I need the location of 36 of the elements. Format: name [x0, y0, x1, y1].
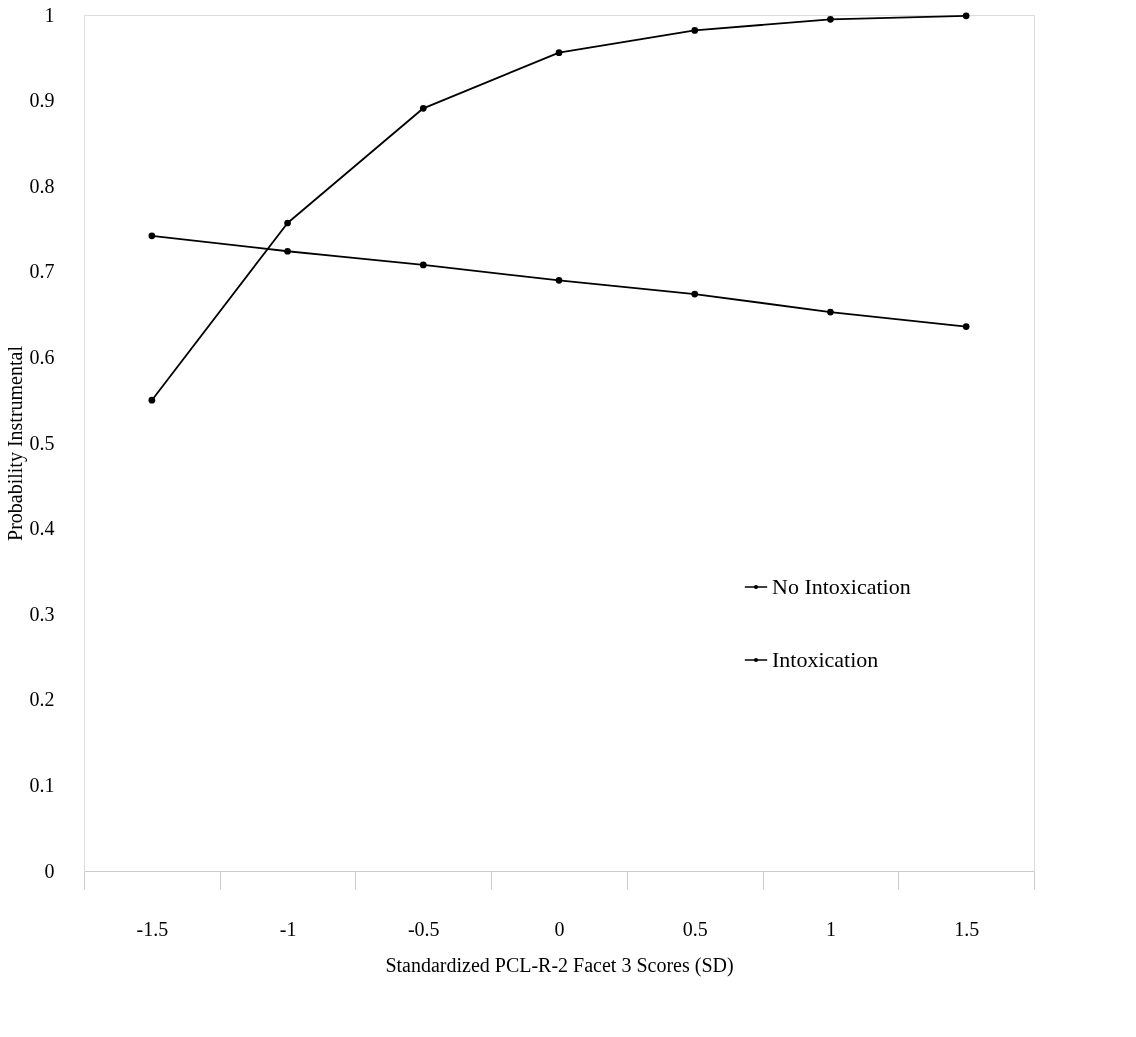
x-tick-label: 1: [825, 917, 836, 940]
point: [419, 104, 427, 112]
y-tick-label: 0.8: [29, 174, 55, 197]
y-tick-label: 0.4: [29, 517, 55, 540]
y-tick-label: 0.1: [29, 773, 55, 796]
y-tick-label: 0.9: [29, 89, 55, 112]
point: [148, 396, 156, 404]
y-tick-label: 1: [44, 3, 55, 26]
point: [962, 323, 970, 330]
point: [555, 277, 563, 284]
x-tick-label: -1.5: [136, 917, 169, 940]
y-tick-label: 0.7: [29, 260, 55, 283]
legend-label: No Intoxication: [772, 574, 911, 599]
point: [691, 290, 699, 298]
x-tick-label: -0.5: [407, 917, 440, 940]
x-tick-label: -1: [279, 917, 297, 940]
x-tick-label: 0: [554, 917, 565, 940]
y-tick-label: 0.6: [29, 345, 55, 368]
x-tick-label: 0.5: [682, 917, 708, 940]
legend-label: Intoxication: [772, 647, 879, 672]
point: [827, 15, 834, 23]
point: [284, 247, 291, 255]
y-tick-label: 0.3: [29, 602, 55, 625]
point: [148, 232, 156, 240]
point: [691, 27, 699, 34]
y-tick-label: 0.5: [29, 431, 55, 454]
point: [555, 49, 563, 57]
x-axis-title: Standardized PCL-R-2 Facet 3 Scores (SD): [385, 953, 734, 977]
point: [419, 261, 427, 269]
point: [962, 12, 970, 20]
y-axis-title: Probability Instrumental: [3, 345, 27, 541]
y-tick-label: 0: [44, 859, 55, 882]
x-tick-label: 1.5: [954, 917, 980, 940]
point: [284, 219, 291, 227]
y-tick-label: 0.2: [29, 688, 55, 711]
point: [827, 308, 834, 316]
